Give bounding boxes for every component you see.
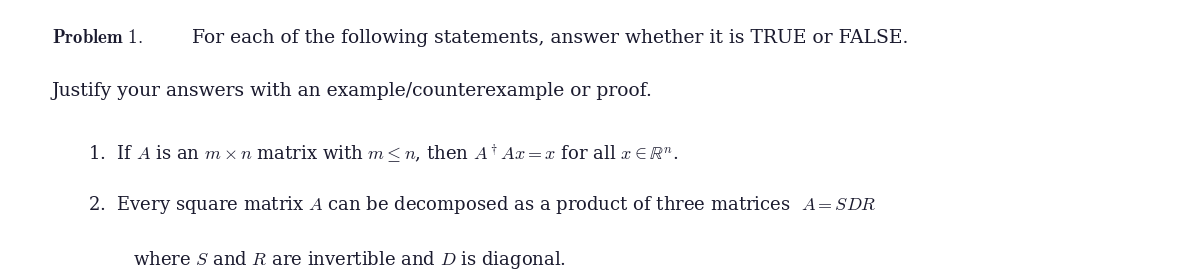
Text: 1.  If $A$ is an $m \times n$ matrix with $m \leq n$, then $A^\dagger Ax = x$ fo: 1. If $A$ is an $m \times n$ matrix with… bbox=[88, 143, 678, 166]
Text: For each of the following statements, answer whether it is TRUE or FALSE.: For each of the following statements, an… bbox=[192, 29, 908, 48]
Text: 2.  Every square matrix $A$ can be decomposed as a product of three matrices  $A: 2. Every square matrix $A$ can be decomp… bbox=[88, 194, 876, 216]
Text: where $S$ and $R$ are invertible and $D$ is diagonal.: where $S$ and $R$ are invertible and $D$… bbox=[133, 249, 566, 271]
Text: Justify your answers with an example/counterexample or proof.: Justify your answers with an example/cou… bbox=[52, 82, 653, 100]
Text: $\mathbf{Problem\ 1.}$: $\mathbf{Problem\ 1.}$ bbox=[52, 29, 143, 48]
